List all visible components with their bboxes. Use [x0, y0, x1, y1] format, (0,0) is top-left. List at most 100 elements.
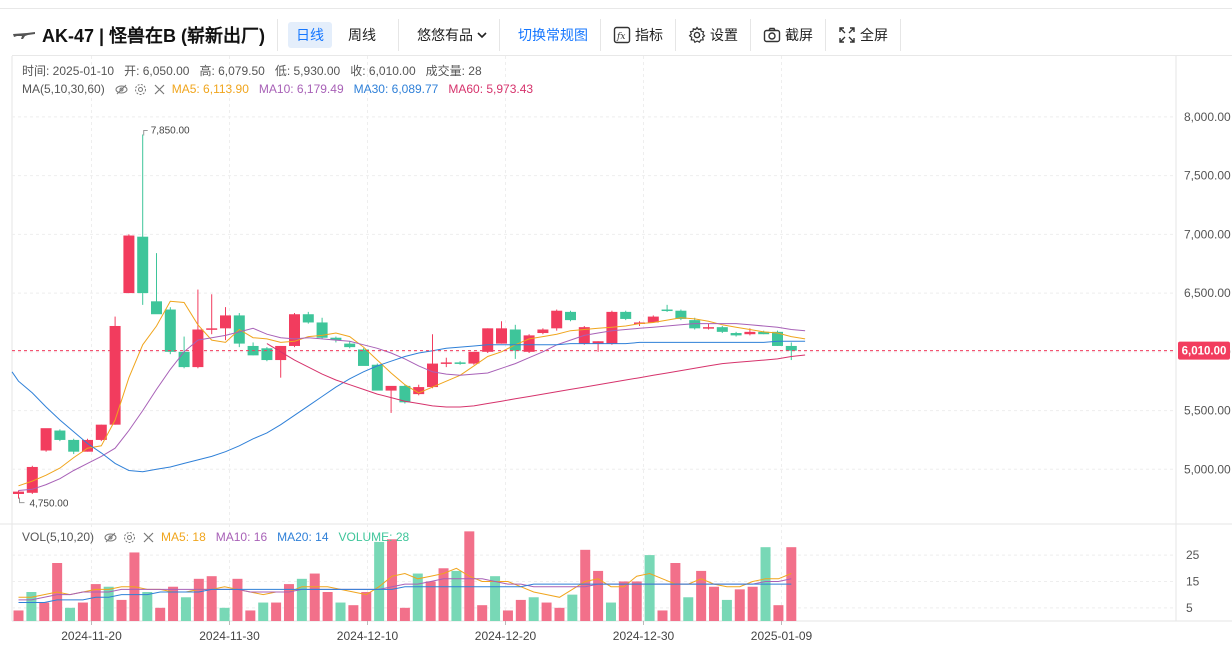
platform-select[interactable]: 悠悠有品	[409, 22, 495, 48]
candle-body	[40, 428, 52, 451]
volume-bar	[219, 607, 230, 621]
ma5-line	[18, 300, 806, 487]
volume-bar	[90, 584, 101, 621]
vol-ma10-value: MA10: 16	[215, 530, 268, 544]
switch-view-button[interactable]: 切换常规图	[518, 27, 589, 43]
volume-bar	[696, 570, 707, 621]
gear-icon[interactable]	[134, 83, 147, 96]
candle-body	[316, 322, 328, 338]
platform-select-label: 悠悠有品	[417, 27, 474, 43]
candle-body	[675, 310, 687, 319]
candle-body	[344, 343, 356, 348]
tab-day[interactable]: 日线	[288, 22, 333, 48]
volume-bar	[631, 581, 642, 621]
gear-icon[interactable]	[123, 531, 136, 544]
candle-body	[772, 331, 783, 346]
volume-bar	[747, 586, 758, 621]
price-tick-label: 7,000.00	[1184, 227, 1231, 241]
volume-bar	[541, 602, 552, 621]
candle-body	[13, 491, 24, 494]
settings-button[interactable]: 设置	[680, 22, 746, 48]
volume-bar	[361, 592, 372, 621]
volume-bar	[773, 605, 784, 621]
svg-text:fx: fx	[616, 32, 625, 42]
last-price-tag	[1178, 341, 1230, 360]
volume-bar	[502, 610, 513, 621]
volume-bar	[657, 610, 668, 621]
volume-bar	[65, 607, 76, 621]
eye-off-icon[interactable]	[115, 83, 128, 96]
candle-body	[785, 345, 797, 351]
screenshot-button[interactable]: 截屏	[755, 22, 821, 48]
ma30-value: MA30: 6,089.77	[353, 82, 439, 96]
price-tick-label: 5,000.00	[1184, 462, 1231, 476]
x-tick-label: 2024-12-20	[475, 629, 537, 643]
candle-body	[689, 320, 701, 329]
candle-body	[302, 314, 314, 323]
indicators-button[interactable]: fx 指标	[605, 22, 671, 48]
volume-bar	[412, 573, 423, 621]
volume-bar	[283, 584, 294, 621]
volume-bar	[734, 589, 745, 621]
volume-bar	[322, 592, 333, 621]
divider	[277, 19, 279, 51]
volume-bar	[721, 599, 732, 621]
candle-body	[289, 314, 300, 346]
x-tick-label: 2024-12-30	[613, 629, 675, 643]
candle-body	[620, 311, 632, 319]
info-close: 收: 6,010.00	[350, 64, 416, 78]
close-icon[interactable]	[142, 531, 155, 544]
ma30-line	[11, 340, 806, 473]
kline-chart[interactable]: 2024-11-20 2024-11-30 2024-12-10 2024-12-20…	[0, 56, 1232, 646]
x-tick-label: 2024-11-20	[61, 629, 122, 643]
volume-bar	[245, 610, 256, 621]
ma10-line	[18, 323, 806, 491]
candle-body	[551, 310, 563, 329]
candle-body	[192, 329, 204, 368]
fullscreen-button[interactable]: 全屏	[830, 22, 896, 48]
price-tick-label: 6,500.00	[1184, 286, 1231, 300]
volume-bar	[438, 568, 449, 621]
candle-body	[261, 348, 273, 361]
rifle-icon	[13, 32, 35, 39]
candle-body	[730, 333, 742, 336]
info-volume: 成交量: 28	[425, 64, 482, 78]
candle-body	[109, 325, 121, 425]
candle-body	[371, 364, 383, 391]
x-tick-label: 2024-12-10	[337, 629, 399, 643]
candle-body	[68, 439, 80, 452]
chevron-down-icon	[477, 32, 487, 39]
volume-bar	[155, 607, 166, 621]
volume-bar	[670, 563, 681, 621]
volume-bar	[258, 602, 269, 621]
candle-body	[220, 315, 231, 329]
volume-bar	[206, 576, 217, 621]
volume-bar	[490, 576, 501, 621]
settings-label: 设置	[710, 27, 739, 43]
volume-bar	[103, 586, 114, 621]
volume-tick-label: 5	[1186, 601, 1193, 615]
volume-tick-label: 25	[1186, 548, 1200, 562]
volume-bar	[399, 607, 410, 621]
eye-off-icon[interactable]	[104, 531, 117, 544]
volume-bar	[13, 610, 24, 621]
candle-body	[537, 329, 549, 334]
camera-icon	[763, 27, 781, 43]
candle-body	[123, 235, 135, 294]
candle-body	[716, 327, 728, 332]
candle-body	[385, 385, 397, 391]
volume-bar	[39, 602, 50, 621]
candle-body	[565, 311, 576, 321]
candle-body	[606, 311, 618, 344]
close-icon[interactable]	[153, 83, 166, 96]
vol-legend-label: VOL(5,10,20)	[22, 530, 95, 544]
candle-body	[95, 424, 107, 440]
candle-body	[482, 328, 494, 352]
volume-bar	[142, 592, 153, 621]
volume-bar	[593, 570, 604, 621]
page-title: AK-47 | 怪兽在B (崭新出厂)	[42, 26, 266, 46]
candle-body	[82, 439, 93, 452]
info-low: 低: 5,930.00	[274, 64, 341, 78]
tab-week[interactable]: 周线	[348, 27, 377, 43]
volume-bar	[567, 594, 578, 621]
